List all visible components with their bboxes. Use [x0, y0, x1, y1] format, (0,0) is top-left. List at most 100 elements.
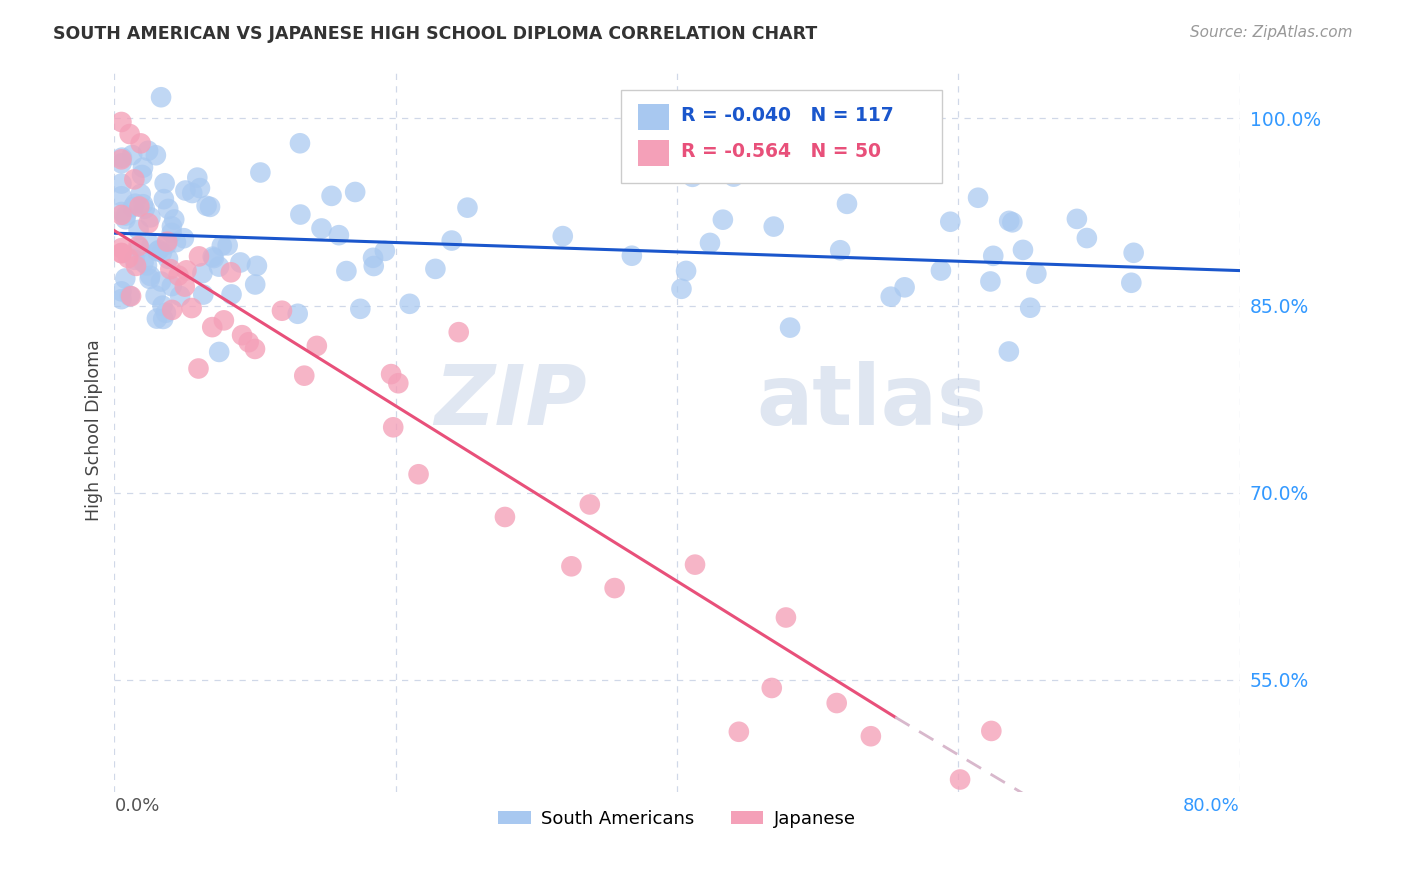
Point: [219, 265, 242, 279]
Point: [128, 241, 150, 255]
Point: [145, 288, 167, 302]
Point: [110, 189, 132, 203]
Point: [129, 187, 152, 202]
Point: [122, 200, 145, 214]
Text: 80.0%: 80.0%: [1182, 797, 1240, 815]
Point: [124, 196, 146, 211]
Point: [1012, 243, 1035, 257]
Point: [110, 153, 132, 167]
Point: [246, 259, 269, 273]
Point: [290, 208, 312, 222]
FancyBboxPatch shape: [638, 140, 669, 166]
Point: [110, 246, 132, 260]
Point: [287, 307, 309, 321]
Point: [132, 255, 155, 269]
Point: [762, 219, 785, 234]
Point: [835, 197, 858, 211]
Point: [288, 136, 311, 151]
Point: [117, 251, 139, 265]
Point: [110, 241, 132, 255]
Point: [387, 376, 409, 391]
FancyBboxPatch shape: [638, 104, 669, 130]
Point: [398, 297, 420, 311]
Point: [153, 192, 176, 206]
Point: [949, 772, 972, 787]
Point: [830, 244, 852, 258]
Point: [859, 729, 882, 743]
Point: [683, 558, 706, 572]
Point: [1076, 231, 1098, 245]
Point: [198, 200, 221, 214]
Point: [201, 250, 224, 264]
Point: [152, 299, 174, 313]
Point: [243, 342, 266, 356]
Point: [132, 197, 155, 211]
Point: [723, 169, 745, 184]
Point: [174, 184, 197, 198]
Point: [124, 172, 146, 186]
Point: [967, 191, 990, 205]
Point: [335, 264, 357, 278]
Point: [328, 228, 350, 243]
Point: [110, 205, 132, 219]
Point: [682, 169, 704, 184]
Legend: South Americans, Japanese: South Americans, Japanese: [491, 803, 863, 835]
FancyBboxPatch shape: [621, 90, 942, 183]
Point: [129, 136, 152, 151]
Point: [929, 263, 952, 277]
Point: [775, 610, 797, 624]
Point: [139, 268, 162, 283]
Point: [779, 320, 801, 334]
Text: Source: ZipAtlas.com: Source: ZipAtlas.com: [1189, 25, 1353, 40]
Point: [238, 335, 260, 350]
Point: [382, 420, 405, 434]
Point: [121, 148, 143, 162]
Point: [167, 268, 190, 283]
Point: [110, 156, 132, 170]
Point: [150, 245, 173, 260]
Point: [217, 238, 239, 252]
Point: [191, 266, 214, 280]
Point: [675, 264, 697, 278]
Point: [245, 277, 267, 292]
Point: [761, 681, 783, 695]
Point: [425, 261, 447, 276]
Point: [193, 287, 215, 301]
Point: [128, 223, 150, 237]
Point: [825, 696, 848, 710]
Point: [880, 290, 903, 304]
Point: [110, 115, 132, 129]
Text: SOUTH AMERICAN VS JAPANESE HIGH SCHOOL DIPLOMA CORRELATION CHART: SOUTH AMERICAN VS JAPANESE HIGH SCHOOL D…: [53, 25, 818, 43]
Point: [620, 249, 643, 263]
Point: [173, 279, 195, 293]
Point: [149, 275, 172, 289]
Point: [157, 252, 180, 266]
Point: [136, 259, 159, 273]
Point: [132, 161, 155, 175]
Point: [671, 282, 693, 296]
Point: [494, 510, 516, 524]
Point: [150, 90, 173, 104]
Point: [981, 249, 1004, 263]
Point: [156, 235, 179, 249]
Point: [305, 339, 328, 353]
Point: [148, 243, 170, 257]
Point: [120, 289, 142, 303]
Point: [131, 168, 153, 182]
Point: [138, 272, 160, 286]
Point: [374, 244, 396, 258]
Point: [551, 229, 574, 244]
Point: [159, 262, 181, 277]
Point: [202, 251, 225, 265]
Point: [440, 234, 463, 248]
Point: [145, 148, 167, 162]
Point: [127, 239, 149, 253]
Text: atlas: atlas: [756, 360, 987, 442]
Point: [110, 285, 132, 299]
Point: [157, 202, 180, 216]
Point: [271, 303, 294, 318]
Point: [344, 185, 367, 199]
Point: [249, 165, 271, 179]
Point: [292, 368, 315, 383]
Point: [1019, 301, 1042, 315]
